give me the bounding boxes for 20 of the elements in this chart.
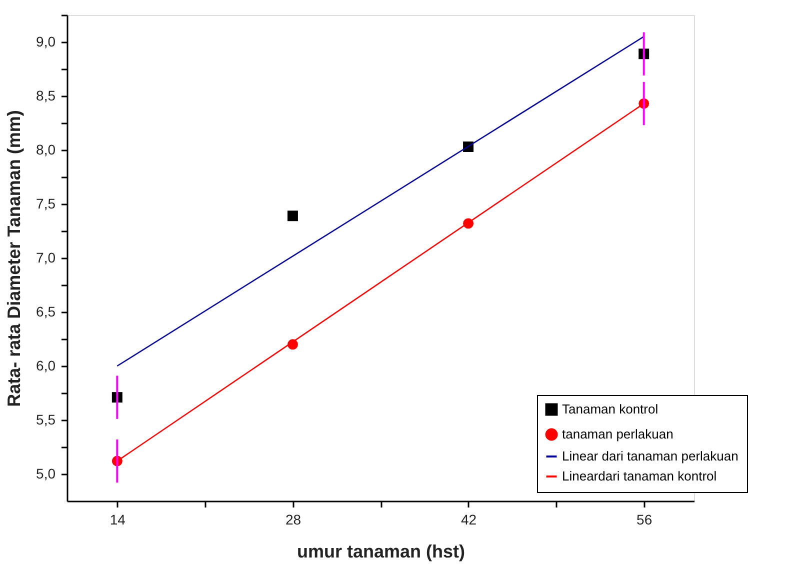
legend-label: Lineardari tanaman kontrol [562, 468, 717, 484]
y-tick-label: 6,5 [36, 304, 56, 320]
x-tick-label: 28 [285, 512, 302, 528]
y-tick-label: 8,5 [36, 88, 56, 104]
y-tick-label: 7,5 [36, 196, 56, 212]
legend-label: tanaman perlakuan [562, 426, 674, 442]
legend-label: Tanaman kontrol [562, 402, 658, 416]
y-tick-label: 9,0 [36, 34, 56, 50]
y-axis-title: Rata- rata Diameter Tanaman (mm) [4, 110, 24, 407]
x-axis-title: umur tanaman (hst) [296, 542, 466, 562]
y-tick-label: 5,5 [36, 412, 56, 428]
y-tick-label: 7,0 [36, 250, 56, 266]
y-tick-label: 5,0 [36, 466, 56, 482]
x-tick-label: 14 [110, 512, 126, 528]
point [287, 210, 298, 222]
y-tick-label: 8,0 [36, 142, 56, 158]
x-tick-label: 56 [636, 512, 652, 528]
y-tick-label: 6,0 [36, 358, 56, 374]
legend-label: Linear dari tanaman perlakuan [562, 448, 738, 464]
x-tick-label: 42 [460, 512, 477, 528]
